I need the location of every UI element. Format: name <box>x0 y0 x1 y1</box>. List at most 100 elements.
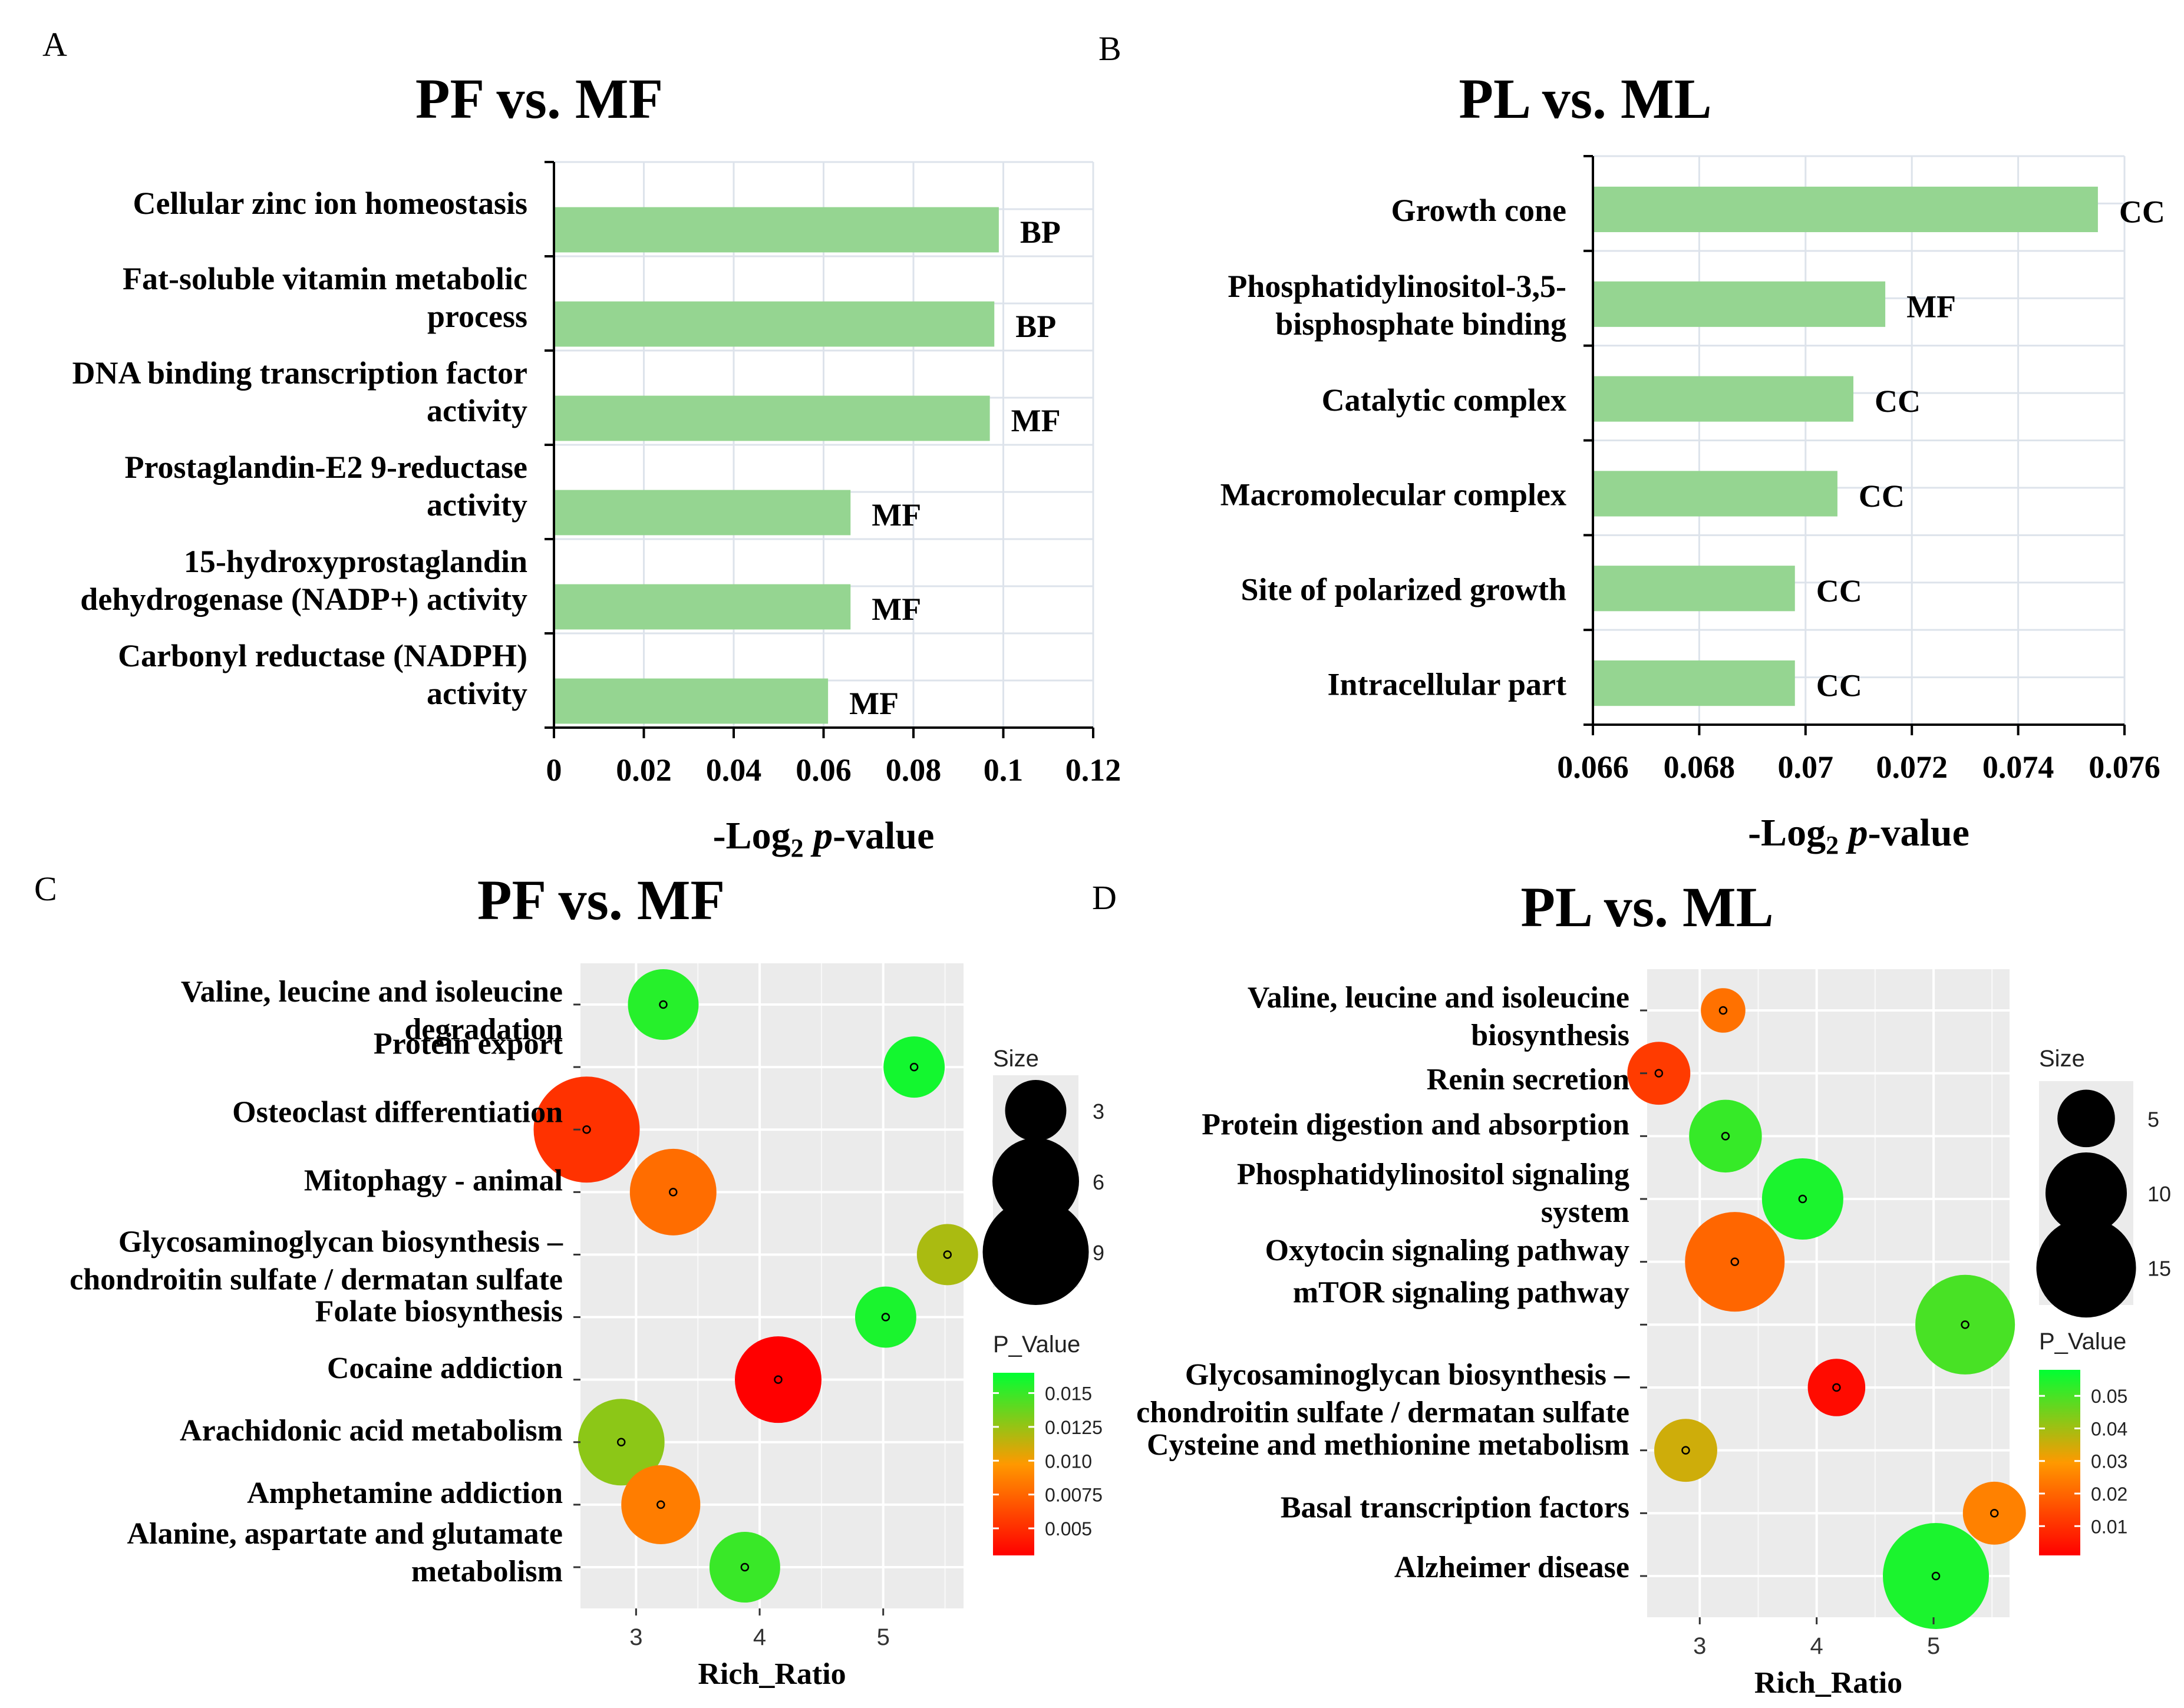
bubble-center-marker <box>669 1188 678 1197</box>
category-label-7: Cocaine addiction <box>327 1352 563 1385</box>
bubble-1 <box>628 969 699 1040</box>
color-legend-label-3: 0.03 <box>2091 1451 2127 1472</box>
color-legend-label-1: 0.015 <box>1045 1383 1092 1404</box>
x-tick-label: 3 <box>1693 1633 1706 1659</box>
bubble-center-marker <box>582 1125 591 1134</box>
bubble-center-marker <box>1730 1257 1740 1266</box>
category-label-3: Osteoclast differentiation <box>232 1095 563 1129</box>
x-tick-label: 4 <box>753 1624 766 1650</box>
bubble-center-marker <box>740 1562 750 1572</box>
bubble-center-marker <box>1931 1571 1941 1581</box>
panel-a-title: PF vs. MF <box>415 67 663 130</box>
panel-letter-d: D <box>1092 878 1117 917</box>
category-label-6: Carbonyl reductase (NADPH) activity <box>118 638 527 711</box>
category-label-4: Mitophagy - animal <box>304 1164 563 1197</box>
bar-1 <box>1593 186 2098 233</box>
bar-label-6: CC <box>1816 668 1862 703</box>
bubble-8 <box>1654 1419 1717 1482</box>
x-tick-label: 3 <box>629 1624 642 1650</box>
size-legend-circle-3 <box>2036 1218 2136 1318</box>
bubble-9 <box>1962 1481 2026 1545</box>
bubble-7 <box>734 1336 822 1423</box>
x-tick-label: 5 <box>1927 1633 1940 1659</box>
x-tick-label: 0.07 <box>1778 749 1834 785</box>
bar-4 <box>1593 471 1837 517</box>
bubble-6 <box>855 1286 916 1348</box>
bubble-center-marker <box>1832 1383 1841 1392</box>
category-label-8: Cysteine and methionine metabolism <box>1147 1428 1629 1462</box>
bubble-7 <box>1807 1359 1866 1416</box>
bubble-5 <box>1685 1212 1785 1312</box>
category-label-3: DNA binding transcription factor activity <box>72 355 527 428</box>
bubble-center-marker <box>1718 1006 1728 1015</box>
category-label-4: Prostaglandin-E2 9-reductase activity <box>124 450 527 523</box>
bar-2 <box>1593 281 1886 327</box>
bar-label-3: MF <box>1011 403 1061 438</box>
bar-4 <box>554 490 851 536</box>
bar-6 <box>554 678 829 724</box>
category-label-3: Catalytic complex <box>1322 382 1566 418</box>
x-tick-label: 0.076 <box>2089 749 2160 785</box>
bar-5 <box>554 584 851 630</box>
panel-c-bubble-chart: Valine, leucine and isoleucine degradatio… <box>70 963 1104 1691</box>
panel-a-bar-chart: BP Cellular zinc ion homeostasis BP Fat-sol… <box>72 161 1121 863</box>
size-legend-title: Size <box>2039 1046 2085 1072</box>
category-label-6: Intracellular part <box>1328 666 1566 702</box>
category-label-2: Fat-soluble vitamin metabolic process <box>123 261 527 334</box>
bubble-center-marker <box>1961 1320 1969 1329</box>
color-legend-bar <box>993 1373 1034 1555</box>
bubble-2 <box>1627 1042 1691 1105</box>
bubble-3 <box>1689 1099 1762 1173</box>
x-tick-label: 0.02 <box>616 752 672 788</box>
panel-b-title: PL vs. ML <box>1459 67 1711 130</box>
x-tick-label: 0.1 <box>984 752 1024 788</box>
category-label-9: Amphetamine addiction <box>247 1476 563 1510</box>
category-label-10: Alzheimer disease <box>1394 1551 1629 1584</box>
bar-label-1: CC <box>2119 194 2165 229</box>
size-legend-label-2: 10 <box>2147 1182 2171 1206</box>
category-label-2: Phosphatidylinositol-3,5-bisphosphate bi… <box>1228 269 1566 342</box>
category-label-6: mTOR signaling pathway <box>1293 1276 1629 1309</box>
category-label-3: Protein digestion and absorption <box>1202 1108 1629 1141</box>
category-label-7: Glycosaminoglycan biosynthesis – chondroi… <box>1136 1358 1630 1429</box>
color-legend-label-3: 0.010 <box>1045 1451 1092 1472</box>
x-axis-label: Rich_Ratio <box>698 1657 846 1691</box>
panel-d-title: PL vs. ML <box>1520 876 1773 939</box>
bubble-center-marker <box>1798 1194 1807 1204</box>
size-legend-label-1: 5 <box>2147 1107 2159 1131</box>
bubble-center-marker <box>1721 1132 1730 1141</box>
bubble-3 <box>533 1076 640 1183</box>
bar-label-2: BP <box>1015 309 1056 344</box>
x-tick-label: 4 <box>1810 1633 1823 1659</box>
color-legend-label-2: 0.04 <box>2091 1418 2127 1439</box>
category-label-1: Valine, leucine and isoleucine biosynthes… <box>1248 981 1629 1052</box>
bar-6 <box>1593 660 1795 706</box>
x-tick-label: 0.066 <box>1557 749 1629 785</box>
bubble-center-marker <box>943 1250 952 1259</box>
color-legend-label-4: 0.02 <box>2091 1484 2127 1505</box>
bubble-9 <box>621 1465 701 1544</box>
x-tick-label: 0.072 <box>1876 749 1948 785</box>
bar-label-4: MF <box>872 497 921 533</box>
x-axis-label: -Log2 p-value <box>713 814 935 863</box>
size-legend-label-3: 15 <box>2147 1257 2171 1281</box>
bubble-center-marker <box>774 1375 783 1384</box>
bar-3 <box>1593 376 1853 422</box>
size-legend-circle-1 <box>1005 1080 1067 1141</box>
size-legend-circle-2 <box>2045 1152 2127 1234</box>
bar-1 <box>554 207 999 253</box>
panel-b-bar-chart: CC Growth cone MF Phosphatidylinositol-3,5-… <box>1220 155 2165 860</box>
x-tick-label: 0 <box>546 752 562 788</box>
size-legend-label-1: 3 <box>1093 1099 1104 1124</box>
x-tick-label: 0.074 <box>1982 749 2054 785</box>
bar-2 <box>554 301 995 347</box>
color-legend-bar <box>2039 1370 2080 1555</box>
x-tick-label: 0.068 <box>1664 749 1736 785</box>
bar-3 <box>554 395 990 441</box>
x-axis-label: -Log2 p-value <box>1748 811 1969 860</box>
category-label-8: Arachidonic acid metabolism <box>180 1414 563 1448</box>
color-legend-label-1: 0.05 <box>2091 1386 2127 1407</box>
bubble-center-marker <box>881 1313 890 1322</box>
panel-letter-c: C <box>34 870 57 908</box>
